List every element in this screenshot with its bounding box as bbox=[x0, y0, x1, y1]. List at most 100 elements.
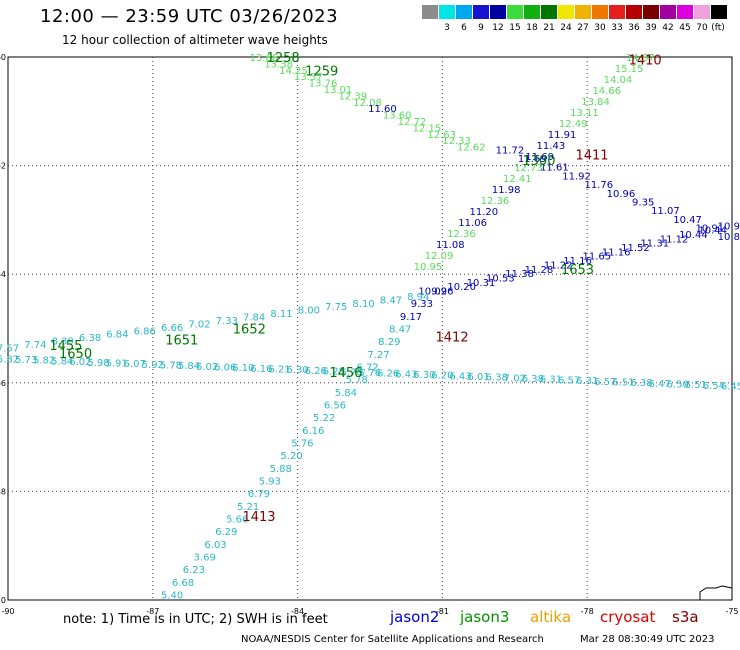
wave-height-label: 8.00 bbox=[298, 306, 320, 317]
wave-height-label: 6.26 bbox=[377, 369, 399, 380]
colorbar-swatch bbox=[575, 5, 591, 19]
wave-height-label: 8.47 bbox=[380, 295, 402, 306]
pass-time-label: 1300 bbox=[522, 154, 555, 169]
wave-height-label: 12.62 bbox=[457, 143, 486, 154]
wave-height-label: 11.38 bbox=[505, 269, 534, 280]
units-note: note: 1) Time is in UTC; 2) SWH is in fe… bbox=[63, 612, 328, 627]
wave-height-label: 8.47 bbox=[389, 325, 411, 336]
lon-tick-label: -87 bbox=[146, 607, 159, 616]
wave-height-label: 12.36 bbox=[481, 196, 510, 207]
lat-tick-label: -66 bbox=[0, 379, 6, 388]
wave-height-label: 5.98 bbox=[87, 358, 109, 369]
colorbar-swatch bbox=[439, 5, 455, 19]
wave-height-label: 6.31 bbox=[540, 375, 562, 386]
wave-height-label: 15.15 bbox=[615, 64, 644, 75]
wave-height-label: 7.27 bbox=[367, 350, 389, 361]
lon-tick-label: -78 bbox=[581, 607, 594, 616]
lon-tick-label: -84 bbox=[291, 607, 304, 616]
lat-tick-label: -64 bbox=[0, 270, 6, 279]
wave-height-label: 5.78 bbox=[346, 375, 368, 386]
wave-height-label: 6.28 bbox=[323, 367, 345, 378]
wave-height-label: 14.25 bbox=[279, 66, 308, 77]
wave-height-label: 6.26 bbox=[305, 366, 327, 377]
colorbar-swatch bbox=[609, 5, 625, 19]
colorbar-swatch bbox=[660, 5, 676, 19]
wave-height-label: 9.35 bbox=[632, 197, 654, 208]
wave-height-label: 10.31 bbox=[467, 278, 496, 289]
lon-tick-label: -75 bbox=[725, 607, 738, 616]
wave-height-label: 13.66 bbox=[249, 53, 278, 64]
pass-time-label: 1413 bbox=[242, 510, 275, 525]
pass-time-label: 1259 bbox=[305, 65, 338, 80]
wave-height-label: 6.07 bbox=[124, 359, 146, 370]
wave-height-label: 10.88 bbox=[718, 232, 740, 243]
colorbar-label: 42 bbox=[662, 23, 674, 33]
pass-time-label: 1455 bbox=[49, 339, 82, 354]
wave-height-label: 12.73 bbox=[514, 163, 543, 174]
colorbar-label: 30 bbox=[594, 23, 606, 33]
wave-height-label: 6.02 bbox=[69, 357, 91, 368]
lat-tick-label: -62 bbox=[0, 162, 6, 171]
wave-height-label: 11.65 bbox=[583, 252, 612, 263]
wave-height-label: 11.61 bbox=[540, 163, 569, 174]
wave-height-label: 6.38 bbox=[79, 333, 101, 344]
lon-tick-label: -90 bbox=[1, 607, 14, 616]
wave-height-label: 13.76 bbox=[309, 79, 338, 90]
pass-time-label: 1650 bbox=[59, 347, 92, 362]
wave-height-label: 11.76 bbox=[584, 180, 613, 191]
wave-height-label: 6.57 bbox=[594, 377, 616, 388]
wave-height-label: 6.43 bbox=[395, 369, 417, 380]
wave-height-label: 5.88 bbox=[270, 464, 292, 475]
colorbar-swatch bbox=[558, 5, 574, 19]
colorbar-label: 24 bbox=[560, 23, 572, 33]
wave-height-label: 5.78 bbox=[160, 360, 182, 371]
wave-height-label: 5.92 bbox=[142, 360, 164, 371]
colorbar-label: 12 bbox=[492, 23, 504, 33]
wave-height-label: 13.84 bbox=[581, 97, 610, 108]
wave-height-label: 6.01 bbox=[467, 372, 489, 383]
wave-height-label: 10.20 bbox=[447, 282, 476, 293]
wave-height-label: 12.49 bbox=[559, 119, 588, 130]
generated-timestamp: Mar 28 08:30:49 UTC 2023 bbox=[580, 634, 715, 645]
wave-height-label: 10.53 bbox=[486, 273, 515, 284]
wave-height-label: 11.06 bbox=[458, 218, 487, 229]
pass-time-label: 1412 bbox=[436, 331, 469, 346]
legend-cryosat: cryosat bbox=[600, 608, 656, 626]
wave-height-label: 7.33 bbox=[216, 316, 238, 327]
wave-height-label: 6.21 bbox=[268, 365, 290, 376]
map-frame bbox=[7, 56, 733, 601]
wave-height-label: 5.93 bbox=[259, 477, 281, 488]
wave-height-label: 11.91 bbox=[548, 130, 577, 141]
wave-height-label: 5.22 bbox=[313, 413, 335, 424]
wave-height-label: 7.57 bbox=[0, 344, 19, 355]
lat-tick-label: -68 bbox=[0, 487, 6, 496]
wave-height-label: 5.76 bbox=[359, 368, 381, 379]
wave-height-label: 5.84 bbox=[178, 361, 200, 372]
wave-height-label: 6.38 bbox=[630, 378, 652, 389]
wave-height-label: 12.08 bbox=[353, 98, 382, 109]
wave-height-label: 11.69 bbox=[525, 152, 554, 163]
wave-height-label: 11.08 bbox=[436, 240, 465, 251]
colorbar-label: 18 bbox=[526, 23, 538, 33]
wave-height-label: 6.30 bbox=[286, 365, 308, 376]
pass-time-label: 1652 bbox=[233, 323, 266, 338]
wave-height-label: 5.66 bbox=[226, 515, 248, 526]
wave-height-label: 12.41 bbox=[503, 174, 532, 185]
wave-height-label: 6.10 bbox=[232, 363, 254, 374]
wave-height-label: 11.72 bbox=[496, 145, 525, 156]
wave-height-label: 9.33 bbox=[411, 299, 433, 310]
wave-height-label: 5.40 bbox=[161, 591, 183, 602]
wave-height-label: 3.69 bbox=[194, 553, 216, 564]
wave-height-label: 5.91 bbox=[105, 358, 127, 369]
wave-height-label: 10.91 bbox=[718, 221, 740, 232]
colorbar-swatch bbox=[694, 5, 710, 19]
chart-title: 12:00 — 23:59 UTC 03/26/2023 bbox=[40, 6, 339, 27]
wave-height-label: 11.07 bbox=[651, 206, 680, 217]
wave-height-label: 10.44 bbox=[698, 226, 727, 237]
colorbar-swatch bbox=[626, 5, 642, 19]
colorbar-label: 15 bbox=[509, 23, 521, 33]
colorbar-swatch bbox=[490, 5, 506, 19]
lon-tick-label: -81 bbox=[436, 607, 449, 616]
wave-height-label: 14.04 bbox=[604, 75, 633, 86]
legend-s3a: s3a bbox=[672, 608, 699, 626]
